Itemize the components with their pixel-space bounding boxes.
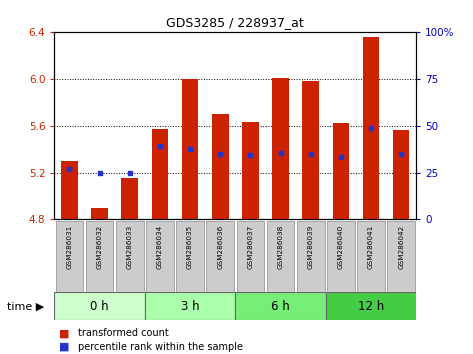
Point [307, 151, 315, 156]
Text: GSM286039: GSM286039 [308, 225, 314, 269]
Text: GSM286034: GSM286034 [157, 225, 163, 269]
Point [156, 143, 164, 148]
Text: 12 h: 12 h [358, 300, 384, 313]
Bar [302, 81, 319, 219]
Text: GSM286035: GSM286035 [187, 225, 193, 269]
Text: GSM286041: GSM286041 [368, 225, 374, 269]
Bar [327, 221, 355, 292]
Bar [357, 221, 385, 292]
Bar [272, 78, 289, 219]
Bar [122, 178, 138, 219]
Bar [236, 221, 264, 292]
Point [397, 151, 405, 156]
Point [246, 152, 254, 158]
Bar [206, 221, 234, 292]
Bar [297, 221, 324, 292]
Text: GSM286032: GSM286032 [96, 225, 103, 269]
Bar [235, 292, 326, 320]
Bar [54, 292, 145, 320]
Bar [56, 221, 83, 292]
Bar [363, 36, 379, 219]
Text: GSM286040: GSM286040 [338, 225, 344, 269]
Text: 3 h: 3 h [181, 300, 200, 313]
Title: GDS3285 / 228937_at: GDS3285 / 228937_at [166, 16, 304, 29]
Bar [152, 129, 168, 219]
Text: 6 h: 6 h [271, 300, 290, 313]
Text: percentile rank within the sample: percentile rank within the sample [78, 342, 243, 352]
Bar [242, 122, 259, 219]
Point [217, 151, 224, 156]
Bar [86, 221, 114, 292]
Bar [267, 221, 294, 292]
Point [126, 170, 133, 175]
Bar [145, 292, 235, 320]
Text: ■: ■ [59, 342, 70, 352]
Text: transformed count: transformed count [78, 329, 169, 338]
Bar [182, 79, 198, 219]
Bar [116, 221, 144, 292]
Bar [176, 221, 204, 292]
Text: GSM286038: GSM286038 [278, 225, 283, 269]
Point [277, 150, 284, 155]
Text: GSM286036: GSM286036 [217, 225, 223, 269]
Bar [333, 123, 349, 219]
Text: GSM286037: GSM286037 [247, 225, 254, 269]
Point [66, 166, 73, 172]
Text: ■: ■ [59, 329, 70, 338]
Text: GSM286031: GSM286031 [67, 225, 72, 269]
Bar [326, 292, 416, 320]
Point [337, 154, 345, 160]
Point [367, 125, 375, 131]
Point [96, 170, 104, 175]
Bar [212, 114, 228, 219]
Text: GSM286033: GSM286033 [127, 225, 133, 269]
Point [186, 146, 194, 152]
Bar [387, 221, 415, 292]
Bar [393, 130, 410, 219]
Text: GSM286042: GSM286042 [398, 225, 404, 269]
Bar [61, 161, 78, 219]
Bar [91, 208, 108, 219]
Bar [146, 221, 174, 292]
Text: 0 h: 0 h [90, 300, 109, 313]
Text: time ▶: time ▶ [7, 301, 44, 311]
